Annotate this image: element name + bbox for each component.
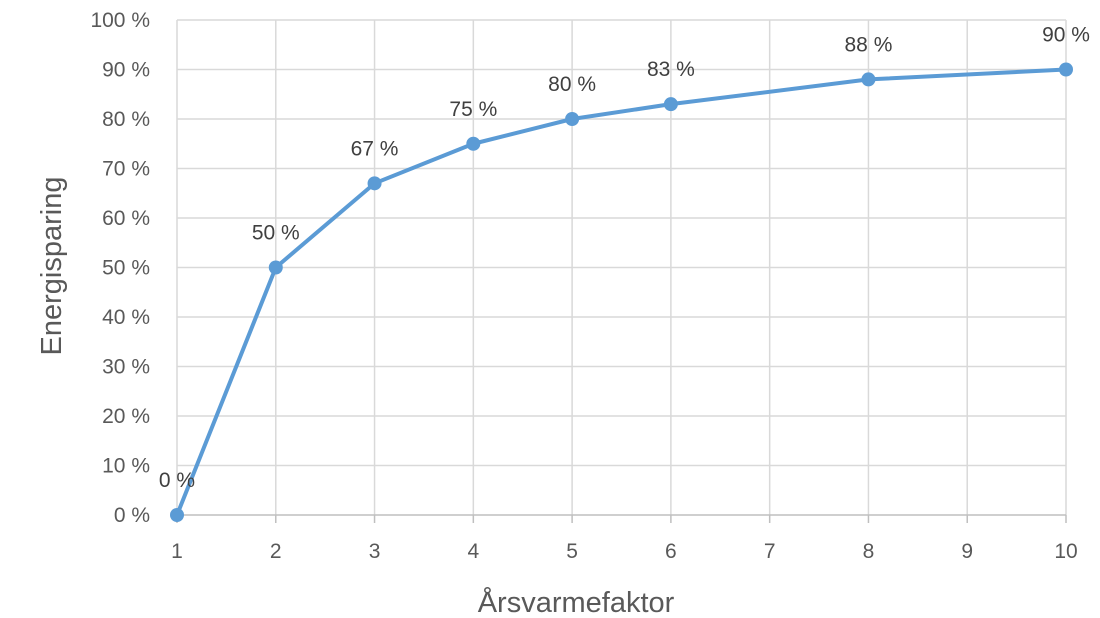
data-label: 50 % <box>252 222 300 245</box>
data-label: 83 % <box>647 58 695 81</box>
grid-layer <box>176 19 1067 515</box>
x-tick-label: 8 <box>863 540 875 563</box>
x-tick-label: 9 <box>961 540 973 563</box>
data-point <box>466 136 481 151</box>
y-tick-label: 30 % <box>102 356 150 379</box>
x-tick-label: 7 <box>764 540 776 563</box>
y-tick-label: 0 % <box>114 504 150 527</box>
data-label: 88 % <box>845 33 893 56</box>
data-point <box>565 112 580 126</box>
y-tick-label: 50 % <box>102 257 150 280</box>
y-tick-label: 70 % <box>102 158 150 181</box>
x-tick-label: 1 <box>171 540 183 563</box>
y-tick-label: 100 % <box>90 9 150 32</box>
data-point <box>268 260 283 275</box>
y-tick-label: 40 % <box>102 306 150 329</box>
x-tick-label: 10 <box>1054 540 1077 563</box>
data-point <box>1059 62 1073 77</box>
series-line <box>175 67 1068 517</box>
series-layer <box>170 62 1073 522</box>
data-point <box>663 97 678 112</box>
axis-layer: 0 %10 %20 %30 %40 %50 %60 %70 %80 %90 %1… <box>90 9 1077 563</box>
y-tick-label: 20 % <box>102 405 150 428</box>
y-tick-label: 80 % <box>102 108 150 131</box>
data-label: 80 % <box>548 73 596 96</box>
y-tick-label: 90 % <box>102 59 150 82</box>
x-tick-label: 6 <box>665 540 677 563</box>
y-tick-label: 60 % <box>102 207 150 230</box>
y-axis-title: Energisparing <box>36 177 68 356</box>
data-point <box>367 176 382 191</box>
data-label-layer: 0 % 50 % 67 % 75 % 80 % 83 % 88 % 90 % <box>159 24 1090 493</box>
x-tick-label: 3 <box>369 540 381 563</box>
x-axis-title: Årsvarmefaktor <box>478 586 675 618</box>
x-tick-label: 2 <box>270 540 282 563</box>
x-tick-label: 5 <box>566 540 578 563</box>
x-tick-label: 4 <box>467 540 479 563</box>
data-label: 67 % <box>351 137 399 160</box>
y-tick-label: 10 % <box>102 455 150 478</box>
data-label: 0 % <box>159 469 195 492</box>
data-point <box>861 72 876 87</box>
data-label: 90 % <box>1042 24 1090 47</box>
data-label: 75 % <box>449 98 497 121</box>
data-point <box>170 508 184 522</box>
